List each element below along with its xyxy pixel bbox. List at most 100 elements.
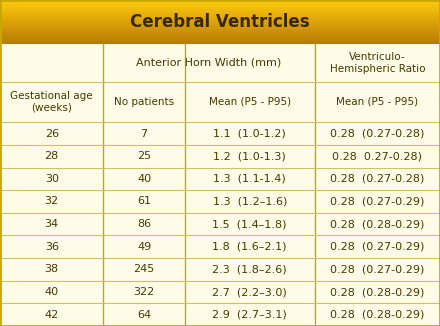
Bar bbox=[0, 30, 440, 32]
Bar bbox=[0, 29, 440, 30]
Bar bbox=[0, 16, 440, 17]
Text: 1.5  (1.4–1.8): 1.5 (1.4–1.8) bbox=[213, 219, 287, 229]
Bar bbox=[0, 20, 440, 21]
Bar bbox=[0, 7, 440, 8]
Text: 86: 86 bbox=[137, 219, 151, 229]
Text: 0.28  (0.27-0.28): 0.28 (0.27-0.28) bbox=[330, 128, 425, 139]
Bar bbox=[0, 40, 440, 41]
Text: Mean (P5 - P95): Mean (P5 - P95) bbox=[209, 97, 291, 107]
Bar bbox=[0, 27, 440, 28]
Bar bbox=[0, 3, 440, 4]
Bar bbox=[0, 10, 440, 11]
Text: 61: 61 bbox=[137, 197, 151, 206]
Bar bbox=[0, 17, 440, 18]
Text: 0.28  (0.28-0.29): 0.28 (0.28-0.29) bbox=[330, 310, 425, 320]
Bar bbox=[0, 17, 440, 18]
Text: 1.2  (1.0-1.3): 1.2 (1.0-1.3) bbox=[213, 151, 286, 161]
Bar bbox=[0, 4, 440, 5]
Bar bbox=[0, 11, 440, 12]
Bar bbox=[0, 0, 440, 1]
Text: 42: 42 bbox=[44, 310, 59, 320]
Bar bbox=[0, 44, 440, 326]
Bar bbox=[0, 36, 440, 37]
Text: 64: 64 bbox=[137, 310, 151, 320]
Text: 1.3  (1.1-1.4): 1.3 (1.1-1.4) bbox=[213, 174, 286, 184]
Bar bbox=[0, 8, 440, 9]
Bar bbox=[0, 8, 440, 9]
Text: 38: 38 bbox=[44, 264, 59, 274]
Bar bbox=[0, 25, 440, 26]
Bar bbox=[0, 35, 440, 36]
Text: 1.1  (1.0-1.2): 1.1 (1.0-1.2) bbox=[213, 128, 286, 139]
Bar bbox=[0, 22, 440, 23]
Bar bbox=[0, 25, 440, 26]
Text: 1.3  (1.2–1.6): 1.3 (1.2–1.6) bbox=[213, 197, 287, 206]
Bar bbox=[0, 28, 440, 29]
Text: 40: 40 bbox=[137, 174, 151, 184]
Bar bbox=[0, 20, 440, 21]
Bar bbox=[0, 11, 440, 12]
Text: 245: 245 bbox=[133, 264, 155, 274]
Text: 32: 32 bbox=[44, 197, 59, 206]
Text: 28: 28 bbox=[44, 151, 59, 161]
Bar bbox=[0, 19, 440, 20]
Text: 0.28  (0.27-0.29): 0.28 (0.27-0.29) bbox=[330, 242, 425, 252]
Bar bbox=[0, 18, 440, 19]
Text: 30: 30 bbox=[45, 174, 59, 184]
Bar bbox=[0, 21, 440, 22]
Bar bbox=[0, 14, 440, 15]
Bar bbox=[0, 38, 440, 39]
Bar bbox=[0, 36, 440, 37]
Bar bbox=[0, 3, 440, 4]
Bar bbox=[0, 30, 440, 31]
Bar bbox=[0, 5, 440, 6]
Text: 0.28  0.27-0.28): 0.28 0.27-0.28) bbox=[332, 151, 422, 161]
Text: 40: 40 bbox=[44, 287, 59, 297]
Text: 2.9  (2.7–3.1): 2.9 (2.7–3.1) bbox=[213, 310, 287, 320]
Text: 25: 25 bbox=[137, 151, 151, 161]
Bar bbox=[0, 12, 440, 13]
Text: 2.3  (1.8–2.6): 2.3 (1.8–2.6) bbox=[213, 264, 287, 274]
Bar bbox=[0, 15, 440, 16]
Bar bbox=[0, 27, 440, 29]
Bar bbox=[0, 33, 440, 35]
Text: 1.8  (1.6–2.1): 1.8 (1.6–2.1) bbox=[213, 242, 287, 252]
Bar bbox=[0, 1, 440, 2]
Text: Cerebral Ventricles: Cerebral Ventricles bbox=[130, 13, 310, 31]
Bar bbox=[0, 39, 440, 40]
Text: Gestational age
(weeks): Gestational age (weeks) bbox=[11, 91, 93, 113]
Text: 26: 26 bbox=[44, 128, 59, 139]
Text: 34: 34 bbox=[44, 219, 59, 229]
Bar bbox=[0, 42, 440, 43]
Text: 36: 36 bbox=[45, 242, 59, 252]
Text: 0.28  (0.27-0.28): 0.28 (0.27-0.28) bbox=[330, 174, 425, 184]
Text: 0.28  (0.28-0.29): 0.28 (0.28-0.29) bbox=[330, 219, 425, 229]
Text: 2.7  (2.2–3.0): 2.7 (2.2–3.0) bbox=[213, 287, 287, 297]
Text: 322: 322 bbox=[133, 287, 155, 297]
Bar bbox=[0, 23, 440, 24]
Text: No patients: No patients bbox=[114, 97, 174, 107]
Bar bbox=[0, 41, 440, 42]
Text: 7: 7 bbox=[140, 128, 148, 139]
Text: Mean (P5 - P95): Mean (P5 - P95) bbox=[336, 97, 418, 107]
Text: Ventriculo-
Hemispheric Ratio: Ventriculo- Hemispheric Ratio bbox=[330, 52, 425, 74]
Bar bbox=[0, 33, 440, 34]
Bar bbox=[0, 22, 440, 23]
Bar bbox=[0, 38, 440, 40]
Bar bbox=[0, 6, 440, 7]
Bar bbox=[0, 41, 440, 42]
Text: Anterior Horn Width (mm): Anterior Horn Width (mm) bbox=[136, 58, 282, 68]
Text: 0.28  (0.28-0.29): 0.28 (0.28-0.29) bbox=[330, 287, 425, 297]
Bar bbox=[0, 26, 440, 27]
Text: 0.28  (0.27-0.29): 0.28 (0.27-0.29) bbox=[330, 264, 425, 274]
Bar bbox=[0, 24, 440, 25]
Bar bbox=[0, 31, 440, 32]
Bar bbox=[0, 9, 440, 10]
Text: 0.28  (0.27-0.29): 0.28 (0.27-0.29) bbox=[330, 197, 425, 206]
Bar bbox=[0, 37, 440, 38]
Bar bbox=[0, 43, 440, 44]
Text: 49: 49 bbox=[137, 242, 151, 252]
Bar bbox=[0, 6, 440, 7]
Bar bbox=[0, 13, 440, 14]
Bar bbox=[0, 2, 440, 3]
